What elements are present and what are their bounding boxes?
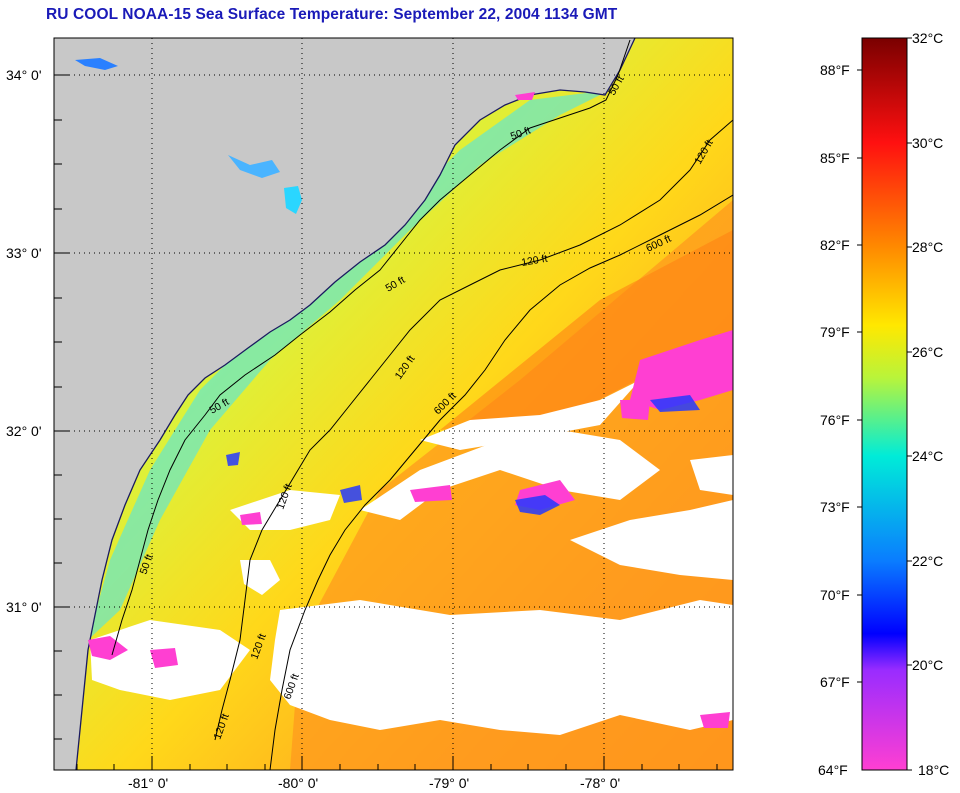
map-frame [53,37,734,771]
colorbar-f-label: 85°F [820,150,850,166]
graticule [54,38,733,770]
isobath-120ft [214,119,733,741]
lat-label: 32° 0' [6,423,42,439]
colorbar-c-label: 28°C [912,239,944,255]
land-mass [54,38,635,770]
colorbar-f-label: 79°F [820,324,850,340]
isobath-600ft [269,194,733,770]
warm-filament [440,230,733,430]
lat-label: 34° 0' [6,67,42,83]
colorbar-c-label: 18°C [918,762,950,778]
lon-label: -80° 0' [278,775,319,791]
isobath-label: 120 ft [520,253,548,269]
lat-label: 33° 0' [6,245,42,261]
lat-label: 31° 0' [6,599,42,615]
map-area: 50 ft 50 ft 50 ft 50 ft 50 ft 120 ft 120… [54,38,733,770]
colorbar-f-label: 67°F [820,674,850,690]
colorbar-f-label: 88°F [820,62,850,78]
colorbar-f-label: 76°F [820,412,850,428]
colorbar-c-label: 30°C [912,135,944,151]
lon-label: -78° 0' [580,775,621,791]
colorbar-f-label: 70°F [820,587,850,603]
lat-ticks [54,74,70,740]
inland-water [284,186,302,214]
colorbar-f-label: 73°F [820,499,850,515]
colorbar-c-label: 32°C [912,30,944,46]
colorbar-c-label: 22°C [912,553,944,569]
inland-water [228,155,280,178]
colorbar-c-label: 20°C [912,657,944,673]
colorbar-f-label: 82°F [820,237,850,253]
colorbar-frame [861,37,908,771]
isobath-contours [111,39,733,770]
page-title: RU COOL NOAA-15 Sea Surface Temperature:… [46,6,618,23]
colorbar [862,38,907,770]
colorbar-ticks [857,37,912,771]
cloud-edge-pixels [226,395,700,515]
colorbar-c-label: 26°C [912,344,944,360]
lon-label: -81° 0' [128,775,169,791]
inland-water [75,58,118,70]
colorbar-f-label: 64°F [818,762,848,778]
lon-label: -79° 0' [429,775,470,791]
colorbar-c-label: 24°C [912,448,944,464]
cloud-cover [90,380,733,735]
lon-ticks [76,756,718,770]
isobath-50ft [111,39,631,656]
